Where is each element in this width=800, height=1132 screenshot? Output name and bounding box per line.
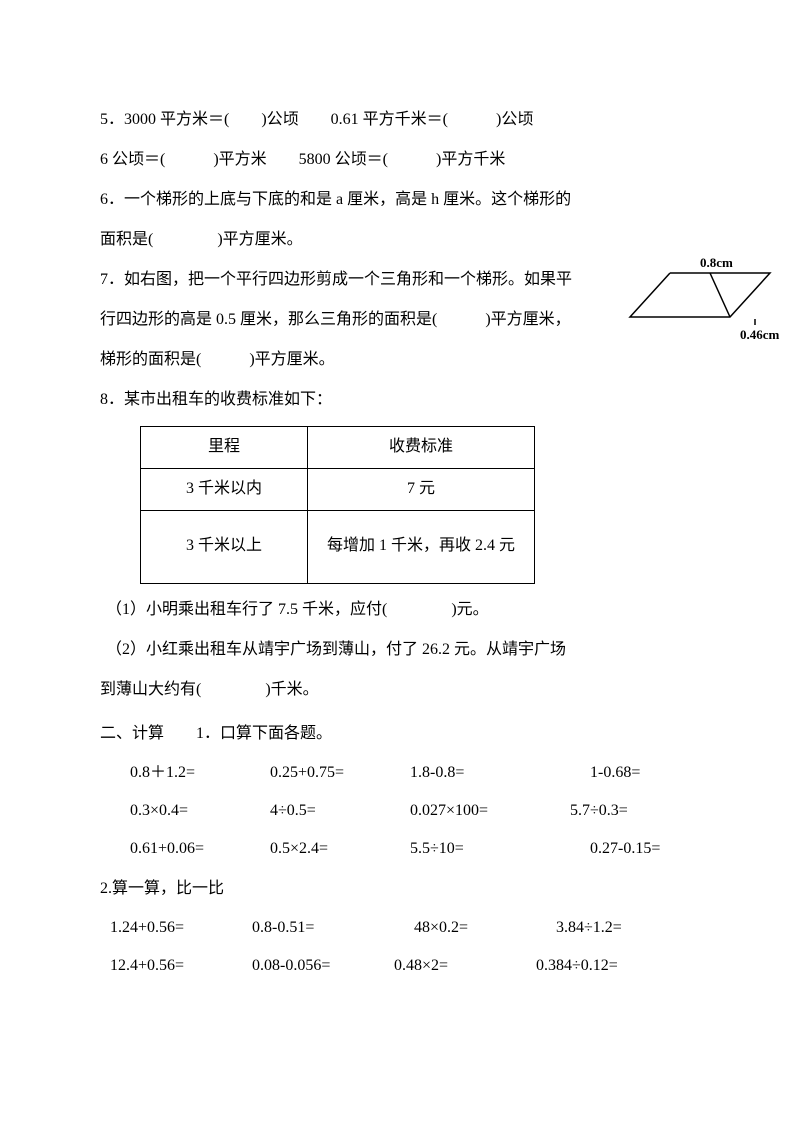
q6-line2: 面积是( )平方厘米。 bbox=[100, 220, 700, 260]
fee-header-rate: 收费标准 bbox=[308, 427, 535, 469]
calc-item: 0.8＋1.2= bbox=[130, 754, 270, 792]
parallelogram-shape bbox=[630, 273, 770, 317]
fee-header-mileage: 里程 bbox=[141, 427, 308, 469]
calc-item: 1-0.68= bbox=[590, 754, 730, 792]
q5-line2: 6 公顷＝( )平方米 5800 公顷＝( )平方千米 bbox=[100, 140, 700, 180]
calc-row: 12.4+0.56= 0.08-0.056= 0.48×2= 0.384÷0.1… bbox=[110, 947, 700, 985]
parallelogram-diagram: 0.8cm 0.46cm bbox=[600, 255, 790, 361]
calc-item: 0.27-0.15= bbox=[590, 830, 730, 868]
calc-item: 0.384÷0.12= bbox=[536, 947, 678, 985]
calc-item: 0.48×2= bbox=[394, 947, 536, 985]
fee-row2-rate: 每增加 1 千米，再收 2.4 元 bbox=[308, 510, 535, 583]
table-row: 里程 收费标准 bbox=[141, 427, 535, 469]
calc-item: 5.7÷0.3= bbox=[570, 792, 710, 830]
calc-item: 1.24+0.56= bbox=[110, 909, 252, 947]
q8-sub2-line1: （2）小红乘出租车从靖宇广场到薄山，付了 26.2 元。从靖宇广场 bbox=[100, 630, 700, 670]
calc-row: 0.61+0.06= 0.5×2.4= 5.5÷10= 0.27-0.15= bbox=[130, 830, 700, 868]
calc-item: 5.5÷10= bbox=[410, 830, 550, 868]
table-row: 3 千米以上 每增加 1 千米，再收 2.4 元 bbox=[141, 510, 535, 583]
calc-item: 12.4+0.56= bbox=[110, 947, 252, 985]
q8-line1: 8．某市出租车的收费标准如下： bbox=[100, 380, 700, 420]
calc-item: 0.5×2.4= bbox=[270, 830, 410, 868]
section2-title: 二、计算 1．口算下面各题。 bbox=[100, 714, 700, 754]
section2b-title: 2.算一算，比一比 bbox=[100, 869, 700, 909]
calc-item: 0.25+0.75= bbox=[270, 754, 410, 792]
fee-row2-mileage: 3 千米以上 bbox=[141, 510, 308, 583]
calc-row: 1.24+0.56= 0.8-0.51= 48×0.2= 3.84÷1.2= bbox=[110, 909, 700, 947]
fee-row1-rate: 7 元 bbox=[308, 468, 535, 510]
calc-item: 4÷0.5= bbox=[270, 792, 410, 830]
calc-item: 0.61+0.06= bbox=[130, 830, 270, 868]
calc-item: 0.08-0.056= bbox=[252, 947, 394, 985]
calc-item: 0.3×0.4= bbox=[130, 792, 270, 830]
calc-item: 0.027×100= bbox=[410, 792, 550, 830]
calc-item: 48×0.2= bbox=[414, 909, 556, 947]
diagram-split-line bbox=[710, 273, 730, 317]
calc-row: 0.3×0.4= 4÷0.5= 0.027×100= 5.7÷0.3= bbox=[130, 792, 700, 830]
calc-row: 0.8＋1.2= 0.25+0.75= 1.8-0.8= 1-0.68= bbox=[130, 754, 700, 792]
calc-item: 1.8-0.8= bbox=[410, 754, 550, 792]
q8-sub1: （1）小明乘出租车行了 7.5 千米，应付( )元。 bbox=[100, 590, 700, 630]
fee-row1-mileage: 3 千米以内 bbox=[141, 468, 308, 510]
q5-line1: 5．3000 平方米＝( )公顷 0.61 平方千米＝( )公顷 bbox=[100, 100, 700, 140]
calc-item: 0.8-0.51= bbox=[252, 909, 394, 947]
table-row: 3 千米以内 7 元 bbox=[141, 468, 535, 510]
fee-table: 里程 收费标准 3 千米以内 7 元 3 千米以上 每增加 1 千米，再收 2.… bbox=[140, 426, 535, 584]
calc-item: 3.84÷1.2= bbox=[556, 909, 698, 947]
diagram-bottom-label: 0.46cm bbox=[740, 327, 780, 342]
q6-line1: 6．一个梯形的上底与下底的和是 a 厘米，高是 h 厘米。这个梯形的 bbox=[100, 180, 700, 220]
q8-sub2-line2: 到薄山大约有( )千米。 bbox=[100, 670, 700, 710]
diagram-top-label: 0.8cm bbox=[700, 255, 733, 270]
